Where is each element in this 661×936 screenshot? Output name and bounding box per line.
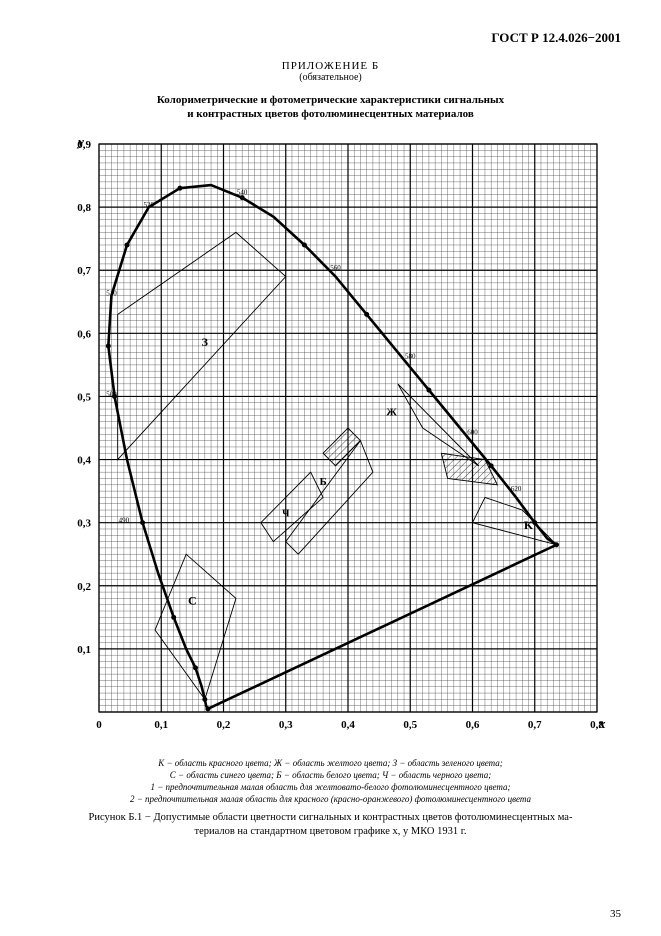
section-title: Колориметрические и фотометрические хара… — [40, 93, 621, 122]
svg-text:0,3: 0,3 — [278, 719, 292, 731]
standard-code: ГОСТ Р 12.4.026−2001 — [40, 30, 621, 46]
legend-line-3: 1 − предпочтительная малая область для ж… — [40, 781, 621, 793]
legend-line-2: С − область синего цвета; Б − область бе… — [40, 769, 621, 781]
caption-line-1: Рисунок Б.1 − Допустимые области цветнос… — [89, 812, 573, 823]
svg-text:З: З — [201, 335, 207, 349]
svg-text:0,1: 0,1 — [77, 643, 91, 655]
page-number: 35 — [610, 908, 621, 920]
svg-text:0,6: 0,6 — [77, 328, 91, 340]
caption-line-2: териалов на стандартном цветовом графике… — [194, 826, 466, 837]
svg-text:0,1: 0,1 — [154, 719, 168, 731]
svg-text:0: 0 — [96, 719, 102, 731]
svg-text:0,6: 0,6 — [465, 719, 479, 731]
chromaticity-chart: 0 0,1 0,2 0,3 0,4 0,5 0,6 0,7 0,8 0,1 0,2 0,3 0,4 0,5… — [51, 134, 611, 749]
svg-text:x: x — [598, 716, 606, 731]
page: ГОСТ Р 12.4.026−2001 ПРИЛОЖЕНИЕ Б (обяза… — [0, 0, 661, 936]
svg-text:580: 580 — [405, 352, 416, 360]
section-title-line1: Колориметрические и фотометрические хара… — [157, 94, 504, 106]
legend-line-4: 2 − предпочтительная малая область для к… — [40, 793, 621, 805]
svg-text:Ч: Ч — [282, 508, 290, 519]
svg-text:0,2: 0,2 — [216, 719, 230, 731]
section-title-line2: и контрастных цветов фотолюминесцентных … — [187, 108, 474, 120]
svg-text:510: 510 — [106, 289, 117, 297]
svg-text:0,4: 0,4 — [341, 719, 355, 731]
svg-text:0,8: 0,8 — [77, 202, 91, 214]
legend-line-1: К − область красного цвета; Ж − область … — [40, 757, 621, 769]
svg-text:490: 490 — [118, 516, 129, 524]
figure-caption: Рисунок Б.1 − Допустимые области цветнос… — [40, 811, 621, 838]
svg-text:Ж: Ж — [386, 406, 397, 418]
svg-text:0,4: 0,4 — [77, 454, 91, 466]
svg-text:0,2: 0,2 — [77, 580, 91, 592]
svg-text:С: С — [188, 593, 197, 607]
svg-text:0,5: 0,5 — [77, 391, 91, 403]
legend: К − область красного цвета; Ж − область … — [40, 757, 621, 806]
appendix-title: ПРИЛОЖЕНИЕ Б — [40, 60, 621, 72]
svg-text:0,7: 0,7 — [527, 719, 541, 731]
svg-text:560: 560 — [330, 264, 341, 272]
svg-text:620: 620 — [510, 485, 521, 493]
svg-text:K: K — [523, 518, 533, 532]
svg-text:600: 600 — [467, 428, 478, 436]
svg-text:500: 500 — [106, 390, 117, 398]
svg-text:y: y — [76, 134, 84, 149]
svg-text:0,7: 0,7 — [77, 265, 91, 277]
svg-text:0,3: 0,3 — [77, 517, 91, 529]
svg-text:520: 520 — [143, 201, 154, 209]
chart-svg: 0 0,1 0,2 0,3 0,4 0,5 0,6 0,7 0,8 0,1 0,2 0,3 0,4 0,5… — [51, 134, 611, 744]
svg-text:540: 540 — [236, 188, 247, 196]
svg-text:0,5: 0,5 — [403, 719, 417, 731]
svg-text:Б: Б — [319, 475, 326, 487]
appendix-note: (обязательное) — [40, 72, 621, 83]
